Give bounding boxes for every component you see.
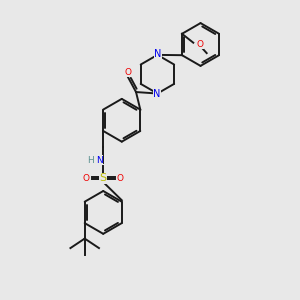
Text: N: N [153,89,160,99]
Text: N: N [154,49,162,59]
Text: H: H [87,156,94,165]
Text: O: O [124,68,131,76]
Text: S: S [100,173,107,183]
Text: O: O [82,174,89,183]
Text: O: O [117,174,124,183]
Text: N: N [96,156,103,165]
Text: O: O [196,40,203,49]
